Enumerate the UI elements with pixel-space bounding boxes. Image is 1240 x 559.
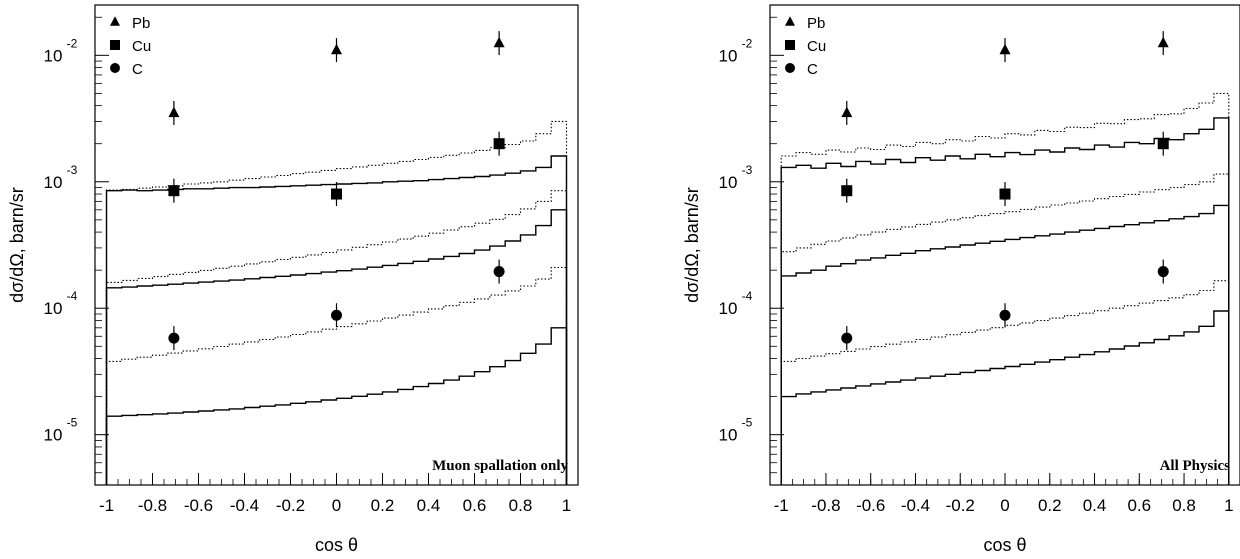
x-tick-label: -1 [774,496,789,515]
y-tick-label-base: 10 [44,173,63,192]
y-tick-label-base: 10 [719,46,738,65]
x-tick-label: 0.8 [1172,496,1196,515]
y-tick-label-exponent: -2 [67,36,78,50]
series-c-dotted [105,266,568,485]
x-tick-label: -0.6 [184,496,213,515]
x-tick-label: 0.2 [1038,496,1062,515]
data-point-pb [841,106,853,118]
data-point-cu [841,185,853,197]
y-tick-label-exponent: -5 [742,416,753,430]
x-tick-label: 0.8 [509,496,533,515]
data-point-pb [1157,36,1169,48]
data-point-c [168,332,180,344]
legend-label-c: C [132,61,143,78]
y-tick-label-exponent: -4 [742,289,753,303]
data-point-pb [999,43,1011,55]
legend-label-cu: Cu [132,38,151,55]
series-c-solid [780,310,1230,485]
data-point-c [1157,266,1169,278]
legend-label-cu: Cu [807,38,826,55]
chart-panel-2: -1 -0.8 -0.6 -0.4 -0.2 0 0.2 0.4 0.6 0.8 1 10 -5 10 -4… [682,4,1240,555]
chart-panel-1: -1 -0.8 -0.6 -0.4 -0.2 0 0.2 0.4 0.6 0.8 1 10 -5 10 -4… [7,4,579,555]
x-tick-label: 0 [332,496,341,515]
x-tick-label: -1 [99,496,114,515]
legend-marker-c [110,63,120,73]
y-tick-label-base: 10 [44,299,63,318]
legend-label-c: C [807,61,818,78]
x-tick-label: -0.4 [230,496,259,515]
series-c-solid [105,327,568,485]
legend-marker-c [785,63,795,73]
series-pb-dotted [105,120,568,485]
data-point-cu [331,188,342,200]
panel-label: All Physics [1160,458,1231,474]
data-point-c [493,266,505,278]
x-tick-label: -0.2 [276,496,305,515]
y-tick-label-exponent: -4 [67,289,78,303]
data-point-c [841,332,853,344]
data-point-cu [493,138,505,150]
series-cu-solid [105,209,568,485]
data-point-pb [168,106,180,118]
x-tick-label: -0.8 [811,496,840,515]
panel-label: Muon spallation only [432,458,568,474]
y-tick-label-base: 10 [719,173,738,192]
y-tick-label-base: 10 [44,426,63,445]
x-tick-label: -0.8 [138,496,167,515]
legend-marker-cu [110,40,120,50]
data-point-cu [1157,138,1169,150]
data-point-pb [331,43,342,55]
x-tick-label: 0.2 [371,496,395,515]
x-tick-label: -0.6 [856,496,885,515]
plot-frame [769,4,1240,486]
x-axis-title: cos θ [983,535,1026,555]
data-point-cu [168,185,180,197]
y-tick-label-base: 10 [44,46,63,65]
legend-label-pb: Pb [807,15,825,32]
x-tick-label: 0 [1000,496,1009,515]
data-point-c [331,309,342,321]
y-tick-label-exponent: -2 [742,36,753,50]
x-tick-label: 0.6 [1127,496,1151,515]
x-tick-label: 0.6 [463,496,487,515]
x-tick-label: 1 [562,496,571,515]
series-pb-solid [105,155,568,485]
y-axis-title: dσ/dΩ, barn/sr [682,187,702,303]
x-axis-title: cos θ [315,535,358,555]
y-tick-label-exponent: -3 [742,163,753,177]
legend-marker-cu [785,40,795,50]
x-tick-label: 0.4 [1083,496,1107,515]
legend-marker-pb [110,16,120,26]
y-tick-label-exponent: -5 [67,416,78,430]
y-tick-label-base: 10 [719,426,738,445]
y-axis-title: dσ/dΩ, barn/sr [7,187,27,303]
y-tick-label-base: 10 [719,299,738,318]
data-point-cu [999,188,1011,200]
series-pb-solid [780,117,1230,485]
series-cu-dotted [780,173,1230,485]
x-tick-label: 1 [1224,496,1233,515]
x-tick-label: -0.2 [946,496,975,515]
data-point-pb [493,36,505,48]
series-pb-dotted [780,92,1230,485]
x-tick-label: 0.4 [417,496,441,515]
series-cu-solid [780,204,1230,485]
x-tick-label: -0.4 [901,496,930,515]
series-cu-dotted [105,190,568,485]
legend-marker-pb [785,16,795,26]
y-tick-label-exponent: -3 [67,163,78,177]
data-point-c [999,309,1011,321]
legend-label-pb: Pb [132,15,150,32]
